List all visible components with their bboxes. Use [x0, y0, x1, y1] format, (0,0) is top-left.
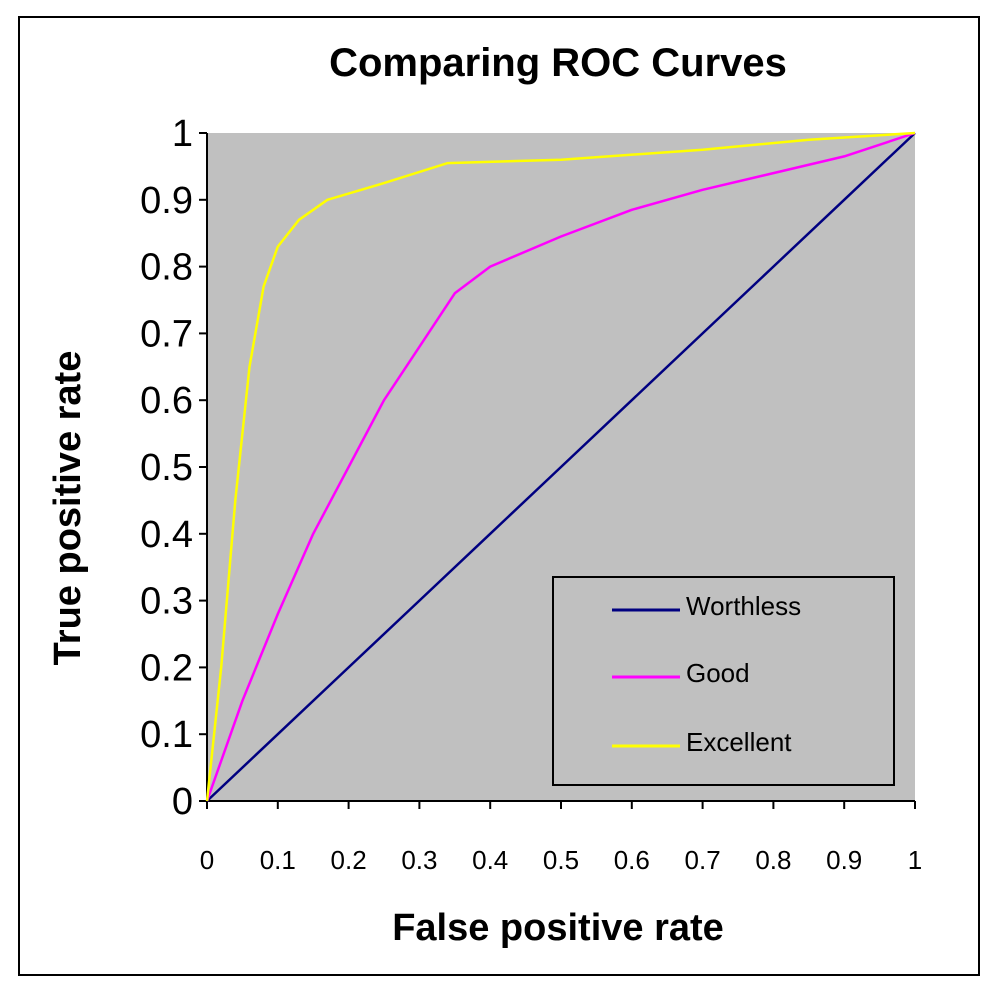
x-tick-label: 0.3 — [401, 845, 437, 875]
chart-title: Comparing ROC Curves — [329, 41, 787, 85]
y-tick-label: 0.8 — [140, 247, 193, 289]
y-tick-label: 0.5 — [140, 447, 193, 489]
y-tick-label: 0.7 — [140, 313, 193, 355]
y-tick-label: 0.3 — [140, 581, 193, 623]
series-lines — [205, 131, 916, 802]
x-tick-label: 0.4 — [472, 845, 508, 875]
y-tick-label: 0.6 — [140, 380, 193, 422]
legend-label-worthless: Worthless — [686, 591, 801, 621]
y-tick-label: 0.4 — [140, 514, 193, 556]
y-tick-label: 0.2 — [140, 647, 193, 689]
y-tick-label: 0 — [172, 781, 193, 823]
y-tick-label: 0.1 — [140, 714, 193, 756]
x-tick-label: 0.1 — [260, 845, 296, 875]
x-tick-labels: 0 0.1 0.2 0.3 0.4 0.5 0.6 0.7 0.8 0.9 1 — [200, 845, 922, 875]
x-tick-label: 0 — [200, 845, 214, 875]
series-line-worthless — [206, 132, 916, 802]
x-axis-label: False positive rate — [392, 907, 724, 949]
legend-label-excellent: Excellent — [686, 727, 792, 757]
series-line-good — [205, 131, 916, 802]
x-tick-label: 0.5 — [543, 845, 579, 875]
y-tick-label: 0.9 — [140, 180, 193, 222]
y-tick-label: 1 — [172, 113, 193, 155]
x-tick-label: 0.9 — [826, 845, 862, 875]
legend: Worthless Good Excellent — [552, 576, 895, 786]
legend-label-good: Good — [686, 658, 750, 688]
x-tick-label: 0.2 — [331, 845, 367, 875]
x-tick-label: 0.7 — [685, 845, 721, 875]
y-tick-labels: 0 0.1 0.2 0.3 0.4 0.5 0.6 0.7 0.8 0.9 1 — [140, 113, 193, 823]
x-tick-label: 1 — [908, 845, 922, 875]
x-tick-label: 0.6 — [614, 845, 650, 875]
x-tick-label: 0.8 — [755, 845, 791, 875]
axes — [199, 132, 916, 809]
legend-box — [552, 576, 895, 786]
series-line-excellent — [205, 131, 916, 802]
y-axis-label: True positive rate — [47, 351, 89, 666]
